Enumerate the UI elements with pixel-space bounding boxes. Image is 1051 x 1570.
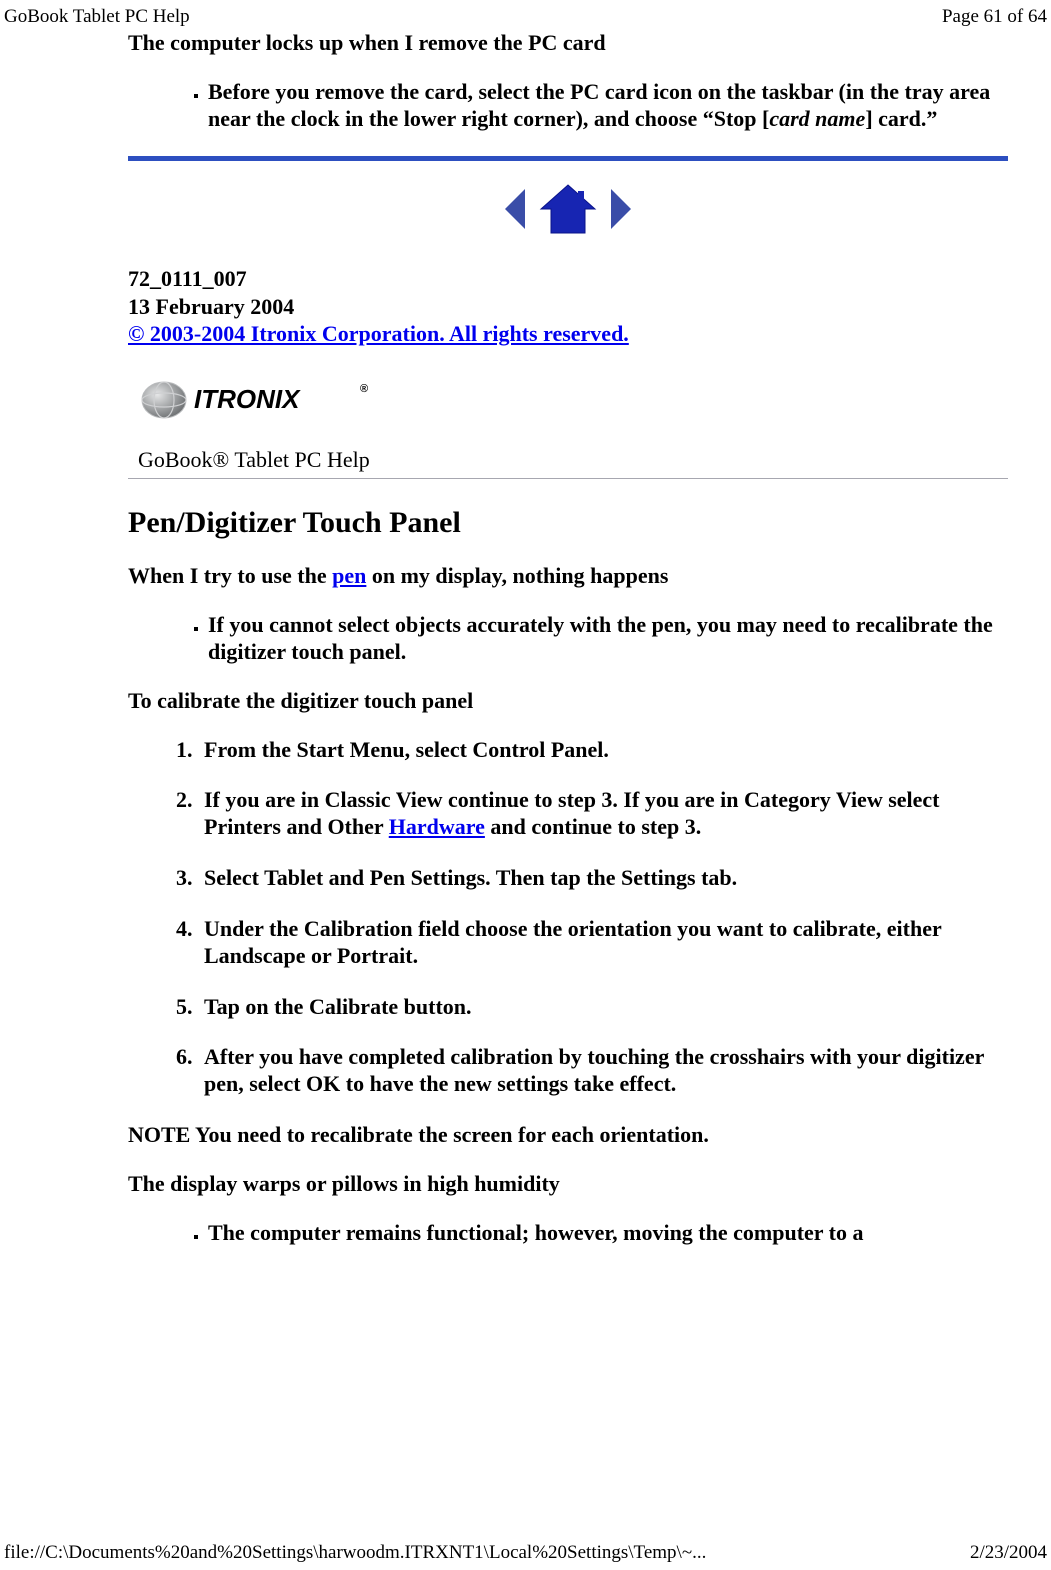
howto-title: To calibrate the digitizer touch panel: [128, 688, 1008, 715]
pen-link[interactable]: pen: [332, 563, 366, 588]
section-divider: [128, 156, 1008, 161]
brand-logo: ITRONIX ®: [128, 356, 1008, 437]
footer-left: file://C:\Documents%20and%20Settings\har…: [4, 1542, 706, 1564]
svg-text:®: ®: [360, 383, 368, 395]
issue-lockup-list: Before you remove the card, select the P…: [128, 79, 1008, 133]
brand-caption: GoBook® Tablet PC Help: [128, 437, 1008, 478]
footer-right: 2/23/2004: [970, 1542, 1047, 1564]
doc-code: 72_0111_007: [128, 265, 1008, 293]
nav-prev-icon[interactable]: [505, 189, 525, 229]
pen-q1-item: If you cannot select objects accurately …: [208, 612, 1008, 666]
calibrate-steps: From the Start Menu, select Control Pane…: [128, 737, 1008, 1098]
lockup-cardname: card name: [769, 106, 865, 131]
copyright-link[interactable]: © 2003-2004 Itronix Corporation. All rig…: [128, 321, 629, 346]
itronix-logo-icon: ITRONIX ®: [138, 374, 418, 424]
step-2-post: and continue to step 3.: [485, 814, 701, 839]
nav-icons: [128, 181, 1008, 237]
step-1: From the Start Menu, select Control Pane…: [198, 737, 1008, 764]
issue-lockup-item: Before you remove the card, select the P…: [208, 79, 1008, 133]
pen-section-title: Pen/Digitizer Touch Panel: [128, 505, 1008, 542]
lockup-text-post: ] card.”: [865, 106, 937, 131]
step-2: If you are in Classic View continue to s…: [198, 787, 1008, 841]
step-3: Select Tablet and Pen Settings. Then tap…: [198, 865, 1008, 892]
pen-q1-post: on my display, nothing happens: [366, 563, 668, 588]
doc-date: 13 February 2004: [128, 293, 1008, 321]
pen-q1-pre: When I try to use the: [128, 563, 332, 588]
nav-home-icon[interactable]: [541, 185, 595, 233]
pen-q1-list: If you cannot select objects accurately …: [128, 612, 1008, 666]
pen-q2-list: The computer remains functional; however…: [128, 1220, 1008, 1247]
nav-next-icon[interactable]: [611, 189, 631, 229]
doc-info: 72_0111_007 13 February 2004 © 2003-2004…: [128, 265, 1008, 348]
step-4: Under the Calibration field choose the o…: [198, 916, 1008, 970]
header-left: GoBook Tablet PC Help: [4, 6, 190, 28]
step-5: Tap on the Calibrate button.: [198, 994, 1008, 1021]
note: NOTE You need to recalibrate the screen …: [128, 1122, 1008, 1149]
hardware-link[interactable]: Hardware: [389, 814, 485, 839]
content-area: The computer locks up when I remove the …: [128, 30, 1008, 1252]
nav-svg: [503, 181, 633, 237]
pen-q2-item: The computer remains functional; however…: [208, 1220, 1008, 1247]
svg-text:ITRONIX: ITRONIX: [194, 384, 301, 414]
issue-lockup-title: The computer locks up when I remove the …: [128, 30, 1008, 57]
step-6: After you have completed calibration by …: [198, 1044, 1008, 1098]
pen-q1: When I try to use the pen on my display,…: [128, 563, 1008, 590]
brand-block: ITRONIX ® GoBook® Tablet PC Help: [128, 356, 1008, 479]
pen-q2-title: The display warps or pillows in high hum…: [128, 1171, 1008, 1198]
brand-divider: [128, 478, 1008, 479]
header-right: Page 61 of 64: [942, 6, 1047, 28]
